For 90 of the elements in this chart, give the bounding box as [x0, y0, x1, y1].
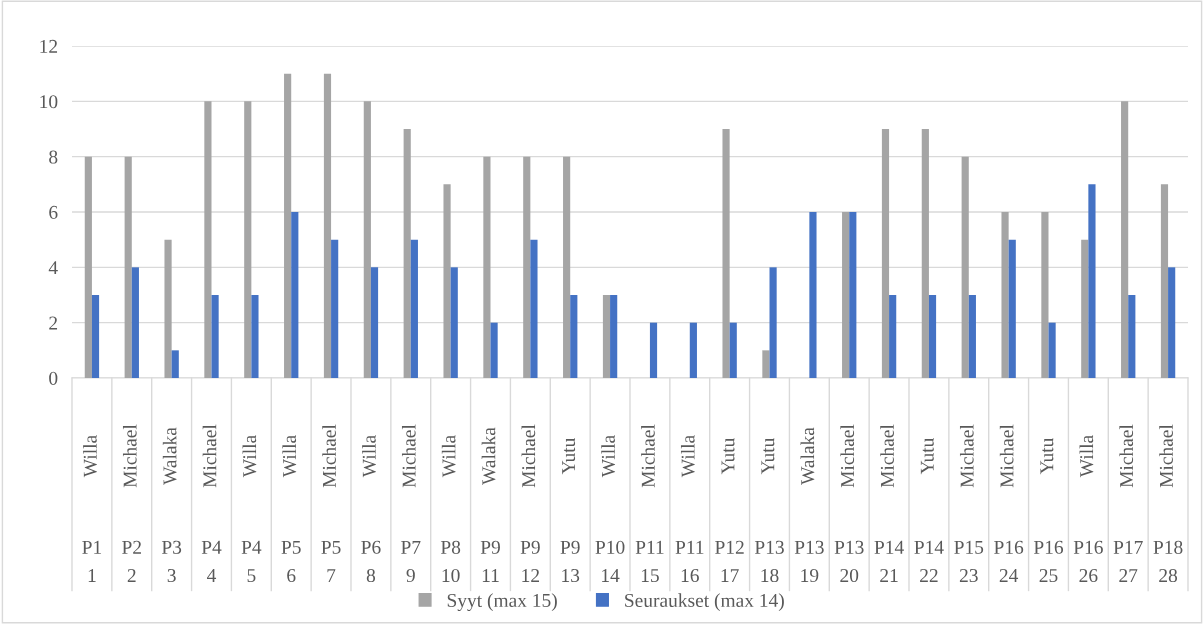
bar	[490, 322, 498, 378]
category-label: Walaka P3 3	[161, 427, 182, 583]
category-label: Willa P4 5	[241, 435, 262, 583]
bar	[1088, 184, 1096, 378]
bar	[762, 350, 770, 378]
bar	[251, 295, 259, 378]
bar	[363, 101, 371, 378]
bar	[291, 212, 299, 378]
y-tick-label: 8	[49, 150, 58, 164]
y-tick-label: 10	[40, 95, 58, 109]
y-tick-label: 0	[49, 371, 58, 385]
category-label: Willa P8 10	[440, 435, 461, 583]
bar	[131, 267, 139, 378]
category-label: Yutu P14 22	[914, 437, 944, 582]
category-label: Michael P4 4	[201, 424, 222, 582]
bar	[689, 322, 697, 378]
category-label: Michael P5 7	[321, 424, 341, 582]
bar	[91, 295, 100, 378]
bar	[1168, 267, 1176, 378]
bar	[84, 156, 92, 378]
bar	[370, 267, 379, 378]
bar	[244, 101, 252, 378]
category-label: Willa P1 1	[82, 435, 102, 582]
category-label: Michael P2 2	[122, 424, 141, 582]
category-label: Michael P13 20	[834, 424, 864, 583]
category-label: Walaka P9 11	[480, 427, 500, 582]
category-label: Willa P10 14	[595, 435, 625, 582]
bar	[1160, 184, 1169, 378]
category-label: Michael P9 12	[520, 424, 540, 582]
bar	[610, 295, 618, 378]
category-label: Michael P17 27	[1113, 424, 1143, 582]
bar	[563, 156, 571, 378]
category-label: Yutu P9 13	[560, 437, 580, 583]
bar	[649, 322, 658, 378]
bar	[523, 156, 531, 378]
bar	[164, 239, 172, 378]
bar	[722, 129, 730, 378]
y-tick-label: 6	[49, 205, 58, 219]
bar	[1048, 322, 1056, 378]
category-label: Michael P16 24	[994, 424, 1024, 582]
bar	[1121, 101, 1129, 378]
category-label: Yutu P12 17	[715, 437, 744, 582]
bar	[1081, 239, 1089, 378]
bar	[968, 295, 976, 378]
category-label: Willa P16 26	[1073, 435, 1103, 583]
bar	[842, 212, 850, 378]
bar	[889, 295, 897, 378]
bar	[881, 129, 890, 378]
category-label: Willa P6 8	[361, 435, 381, 583]
bar	[921, 129, 929, 378]
category-label: Yutu P13 18	[754, 437, 784, 583]
bar	[961, 156, 969, 378]
legend-label: Syyt (max 15)	[447, 593, 557, 611]
category-label: Michael P18 28	[1153, 424, 1183, 583]
bar	[204, 101, 212, 378]
bar	[124, 156, 132, 378]
bar	[602, 295, 611, 378]
y-tick-label: 12	[40, 39, 58, 53]
bar	[403, 129, 411, 378]
bar	[483, 156, 491, 378]
category-label: Yutu P16 25	[1033, 437, 1064, 583]
bar	[809, 212, 817, 378]
bar	[570, 295, 578, 378]
bar	[331, 239, 339, 378]
bar	[1001, 212, 1009, 378]
bar	[769, 267, 777, 378]
bar	[443, 184, 451, 378]
category-label: Michael P14 21	[874, 424, 904, 582]
category-label: Michael P11 15	[635, 424, 664, 583]
category-label: Michael P15 23	[954, 424, 984, 583]
bar	[323, 73, 332, 378]
bar	[450, 267, 458, 378]
category-label: Michael P7 9	[401, 424, 421, 583]
bar	[410, 239, 418, 378]
bar	[284, 73, 292, 378]
bar	[530, 239, 538, 378]
bar	[171, 350, 179, 378]
y-tick-label: 2	[49, 316, 58, 330]
legend-label: Seuraukset (max 14)	[625, 593, 784, 611]
bar	[211, 295, 219, 378]
bar	[1008, 239, 1016, 378]
bar	[1041, 212, 1049, 378]
bar	[729, 322, 737, 378]
category-label: Willa P5 6	[281, 435, 301, 583]
bar	[849, 212, 857, 378]
category-label: Walaka P13 19	[794, 427, 824, 583]
y-tick-label: 4	[48, 261, 58, 275]
category-label: Willa P11 16	[675, 435, 704, 583]
bar	[1128, 295, 1136, 378]
bar	[928, 295, 937, 378]
